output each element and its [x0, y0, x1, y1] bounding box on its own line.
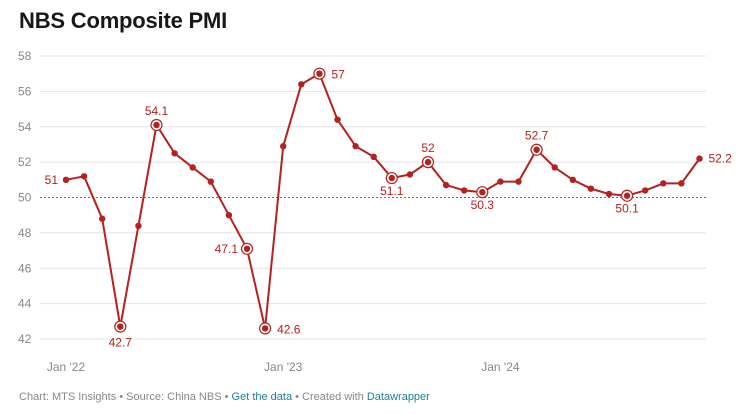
data-point — [533, 146, 540, 153]
data-point — [280, 143, 287, 150]
data-label: 42.7 — [109, 336, 133, 350]
data-point — [207, 178, 214, 185]
data-label: 51 — [45, 173, 59, 187]
y-tick-label: 54 — [18, 120, 32, 134]
data-label: 54.1 — [145, 104, 169, 118]
data-point — [225, 211, 233, 219]
data-point — [569, 176, 576, 184]
data-point — [135, 222, 142, 229]
x-tick-label: Jan '23 — [264, 360, 303, 374]
data-point — [406, 171, 414, 178]
data-point — [696, 155, 703, 162]
data-point — [370, 153, 377, 161]
footer-separator: • — [116, 391, 127, 403]
data-point — [587, 185, 595, 192]
data-point — [80, 173, 88, 180]
y-tick-label: 42 — [18, 332, 32, 346]
footer-separator: • — [221, 391, 232, 403]
data-label: 51.1 — [380, 184, 404, 198]
footer-separator: • — [292, 391, 303, 403]
data-point — [298, 81, 305, 88]
data-label: 47.1 — [215, 242, 239, 256]
data-label: 42.6 — [277, 322, 301, 336]
data-point — [261, 325, 269, 332]
chart-title: NBS Composite PMI — [19, 8, 228, 33]
data-point — [99, 215, 106, 222]
data-point — [442, 181, 450, 189]
datawrapper-link[interactable]: Datawrapper — [366, 391, 430, 403]
data-point — [605, 190, 613, 198]
data-label: 50.3 — [471, 198, 495, 212]
data-point — [461, 187, 468, 194]
y-tick-label: 56 — [18, 84, 32, 98]
data-point — [243, 245, 251, 252]
data-point — [352, 143, 359, 150]
data-point — [153, 121, 160, 129]
data-point — [62, 176, 70, 184]
data-point — [316, 70, 323, 77]
data-point — [623, 192, 631, 199]
data-point — [497, 178, 504, 185]
y-tick-label: 52 — [18, 155, 32, 169]
data-point — [424, 158, 432, 166]
data-point — [642, 187, 649, 194]
data-label: 57 — [331, 68, 345, 82]
x-tick-label: Jan '24 — [481, 360, 520, 374]
footer-source: Source: China NBS — [126, 391, 222, 403]
data-label: 52 — [421, 141, 435, 155]
data-point — [171, 150, 178, 157]
footer-chart-credit: Chart: MTS Insights — [19, 391, 117, 403]
data-point — [678, 180, 685, 187]
data-point — [660, 180, 667, 187]
data-point — [551, 164, 558, 171]
data-point — [117, 323, 124, 330]
chart-footer: Chart: MTS Insights • Source: China NBS … — [19, 391, 430, 403]
y-tick-label: 44 — [18, 297, 32, 311]
data-point — [189, 164, 196, 171]
data-label: 50.1 — [615, 202, 639, 216]
points-layer — [62, 67, 703, 335]
data-point — [479, 188, 486, 196]
footer-created-with: Created with — [302, 391, 367, 403]
labels-layer: 51 42.7 54.1 47.1 42.6 57 51.1 52 50.3 52.7 50.1 52… — [45, 68, 733, 350]
data-point — [334, 116, 341, 123]
y-tick-label: 50 — [18, 191, 32, 205]
get-the-data-link[interactable]: Get the data — [231, 391, 293, 403]
y-tick-label: 58 — [18, 49, 32, 63]
y-tick-label: 46 — [18, 261, 32, 275]
x-tick-label: Jan '22 — [47, 360, 86, 374]
data-label: 52.2 — [709, 152, 733, 166]
data-point — [388, 174, 395, 182]
data-point — [515, 178, 522, 185]
y-tick-label: 48 — [18, 226, 32, 240]
data-label: 52.7 — [525, 129, 549, 143]
